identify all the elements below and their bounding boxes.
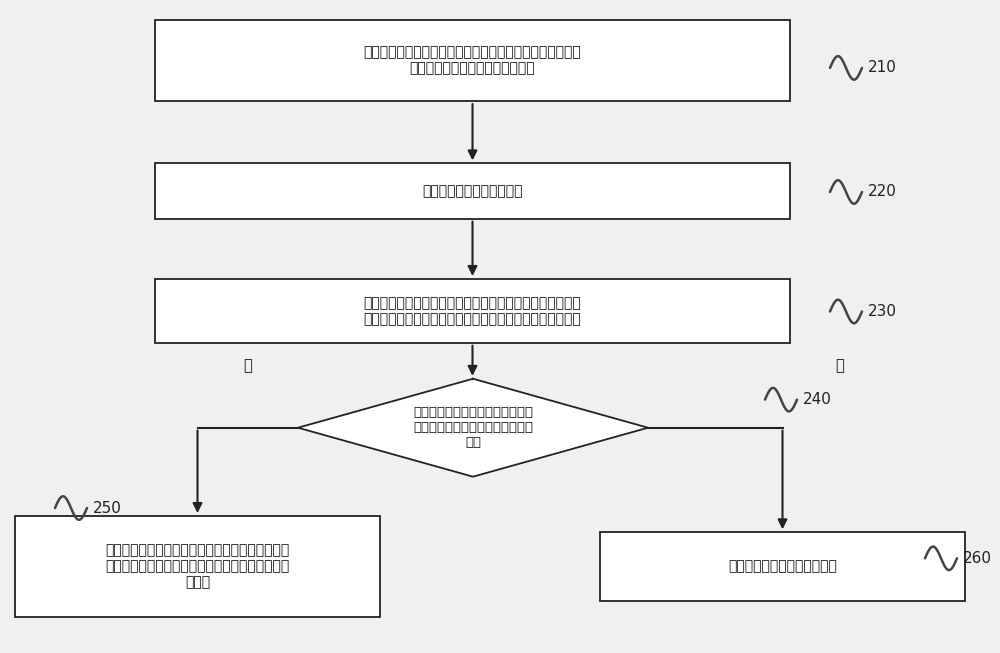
Text: 210: 210 (868, 61, 897, 75)
Text: 260: 260 (963, 551, 992, 565)
Text: 弹出传染类型不一致提示信息: 弹出传染类型不一致提示信息 (728, 560, 837, 573)
FancyBboxPatch shape (155, 20, 790, 101)
Text: 确定目标待检查人员的传染类型和
目标检查区域关联的传染类型是否
一致: 确定目标待检查人员的传染类型和 目标检查区域关联的传染类型是否 一致 (413, 406, 533, 449)
FancyBboxPatch shape (155, 279, 790, 343)
Text: 根据目标待检查人员标识获取目标待检查人员的传染类型，
并根据目标检查区域标识获取目标检查区域关联的传染类型: 根据目标待检查人员标识获取目标待检查人员的传染类型， 并根据目标检查区域标识获取… (364, 296, 581, 326)
Text: 250: 250 (93, 501, 122, 515)
FancyBboxPatch shape (600, 532, 965, 601)
Text: 接收疾病检查区域安排请求: 接收疾病检查区域安排请求 (422, 184, 523, 198)
FancyBboxPatch shape (15, 516, 380, 617)
Text: 否: 否 (836, 358, 844, 373)
Text: 将目标待检查人员标识和目标检查区域标识、目标
检查时间、目标检查班次以及目标床位标识建立对
应关系: 将目标待检查人员标识和目标检查区域标识、目标 检查时间、目标检查班次以及目标床位… (105, 543, 290, 590)
Text: 240: 240 (803, 392, 832, 407)
FancyBboxPatch shape (155, 163, 790, 219)
Text: 是: 是 (244, 358, 252, 373)
Text: 通过在目标检查区域的检查列表中对目标待检查人员标识的
选择，触发疾病检查区域安排请求: 通过在目标检查区域的检查列表中对目标待检查人员标识的 选择，触发疾病检查区域安排… (364, 45, 581, 76)
Polygon shape (298, 379, 648, 477)
Text: 230: 230 (868, 304, 897, 319)
Text: 220: 220 (868, 185, 897, 199)
